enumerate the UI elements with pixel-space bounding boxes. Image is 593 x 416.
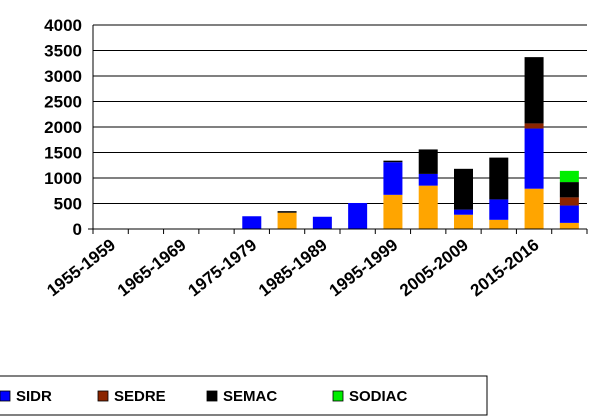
- legend-swatch-sidr: [0, 390, 11, 402]
- y-tick-label: 3500: [44, 42, 82, 61]
- legend-label-sedre: SEDRE: [114, 388, 166, 405]
- bar-segment-unlabeled: [383, 194, 403, 229]
- bar-segment-semac: [418, 149, 438, 174]
- y-tick-label: 2500: [44, 93, 82, 112]
- y-tick-label: 4000: [44, 16, 82, 35]
- bar-segment-sedre: [559, 197, 579, 206]
- x-tick-label: 1955-1959: [43, 235, 119, 300]
- y-tick-label: 3000: [44, 67, 82, 86]
- x-tick-labels: 1955-19591965-19691975-19791985-19891995…: [43, 235, 542, 300]
- bar-segment-sedre: [524, 123, 544, 129]
- bar-segment-sidr: [418, 173, 438, 186]
- bar-segment-sidr: [383, 162, 403, 195]
- bars: [242, 57, 579, 229]
- x-tick-label: 2005-2009: [396, 235, 472, 300]
- bar-segment-sidr: [312, 216, 332, 229]
- legend-box: [0, 375, 488, 416]
- x-tick-label: 1995-1999: [326, 235, 402, 300]
- bar-segment-sidr: [489, 199, 509, 220]
- legend-swatch-sodiac: [332, 390, 344, 402]
- bar-segment-semac: [489, 157, 509, 200]
- y-tick-label: 1000: [44, 169, 82, 188]
- y-tick-labels: 0 500 1000 1500 2000 2500 3000 3500 4000: [44, 16, 82, 239]
- bar-segment-unlabeled: [454, 214, 473, 229]
- x-tick-label: 2015-2016: [467, 235, 543, 300]
- bar-segment-unlabeled: [559, 222, 579, 229]
- bar-segment-sidr: [242, 216, 262, 229]
- bar-segment-sidr: [524, 128, 544, 189]
- bar-segment-semac: [454, 168, 473, 210]
- bar-segment-sidr: [454, 209, 473, 215]
- y-tick-label: 2000: [44, 118, 82, 137]
- bar-segment-unlabeled: [524, 188, 544, 229]
- bar-segment-semac: [277, 211, 297, 213]
- x-tick-label: 1985-1989: [255, 235, 331, 300]
- bar-segment-semac: [559, 182, 579, 198]
- legend-label-semac: SEMAC: [223, 388, 277, 405]
- y-tick-label: 500: [54, 195, 82, 214]
- bar-segment-semac: [524, 57, 544, 124]
- legend-label-sidr: SIDR: [16, 388, 52, 405]
- bar-segment-unlabeled: [489, 219, 509, 229]
- legend-swatch-sedre: [97, 390, 109, 402]
- bar-segment-sodiac: [559, 170, 579, 183]
- x-tick-label: 1965-1969: [114, 235, 190, 300]
- x-tick-label: 1975-1979: [184, 235, 260, 300]
- axes: [88, 25, 588, 234]
- bar-segment-sidr: [348, 202, 368, 229]
- gridlines: [93, 24, 587, 204]
- bar-segment-unlabeled: [418, 185, 438, 229]
- bar-segment-semac: [383, 160, 403, 163]
- legend: SIDR SEDRE SEMAC SODIAC: [0, 375, 488, 416]
- y-tick-label: 0: [73, 220, 82, 239]
- legend-swatch-semac: [206, 390, 218, 402]
- bar-segment-sidr: [559, 205, 579, 223]
- y-tick-label: 1500: [44, 144, 82, 163]
- legend-label-sodiac: SODIAC: [349, 388, 408, 405]
- bar-segment-unlabeled: [277, 212, 297, 229]
